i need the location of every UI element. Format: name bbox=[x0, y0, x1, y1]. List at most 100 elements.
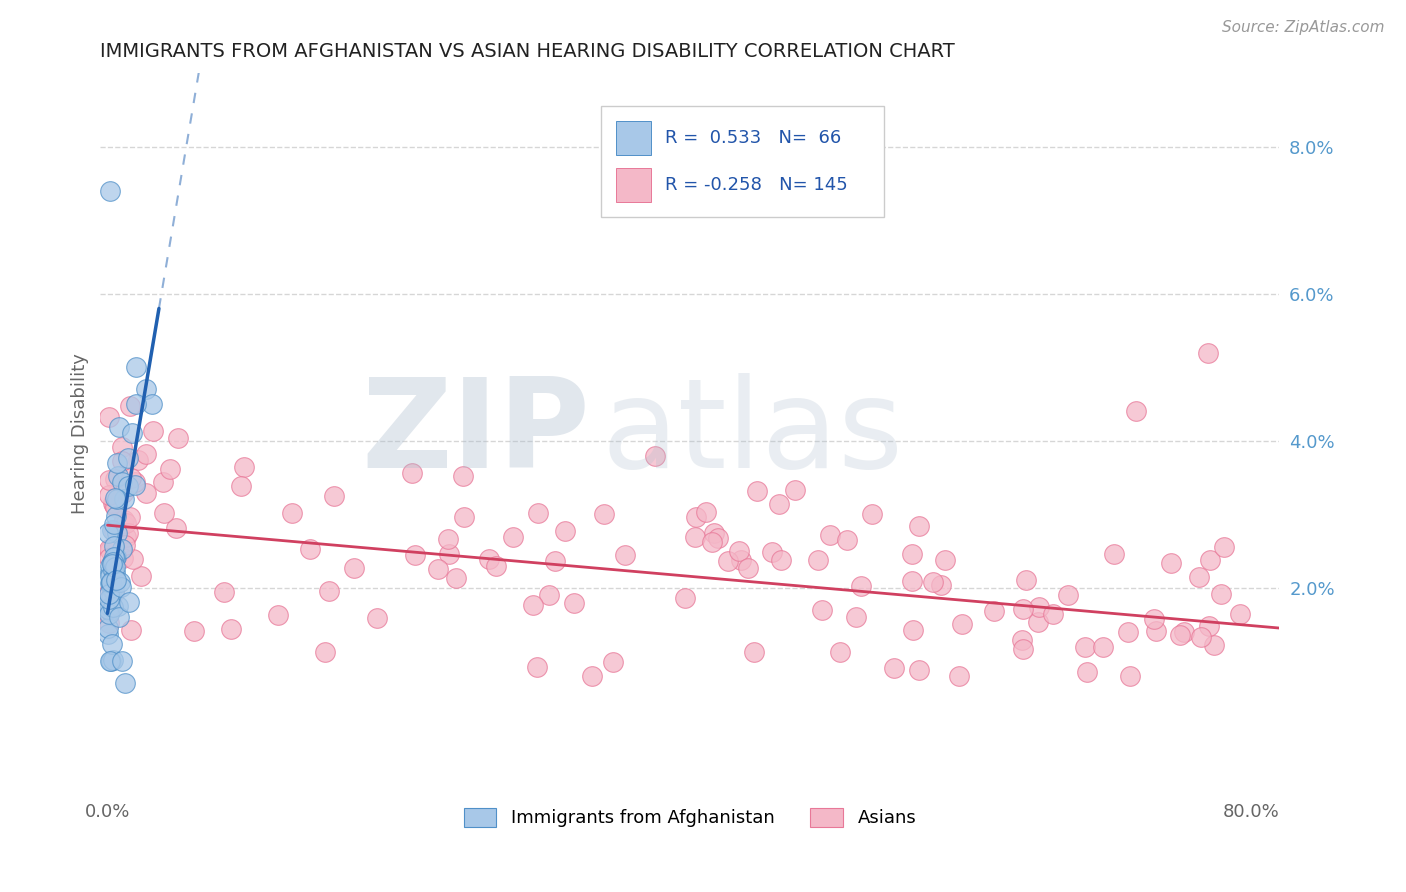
Point bbox=[761, 544, 783, 558]
Point bbox=[98, 591, 121, 606]
Point bbox=[299, 541, 322, 556]
Point bbox=[1197, 345, 1219, 359]
Point bbox=[115, 530, 138, 544]
Point bbox=[97, 585, 120, 599]
Point bbox=[135, 447, 157, 461]
Point bbox=[522, 598, 544, 612]
Point bbox=[820, 528, 842, 542]
Point bbox=[121, 552, 143, 566]
Point bbox=[120, 400, 142, 414]
Point bbox=[97, 601, 120, 615]
Point bbox=[103, 549, 125, 564]
Point bbox=[103, 539, 125, 553]
Point bbox=[343, 560, 366, 574]
Point bbox=[100, 582, 122, 596]
Point bbox=[233, 460, 256, 475]
Point bbox=[98, 604, 121, 618]
Point bbox=[1011, 632, 1033, 647]
Point bbox=[105, 550, 128, 565]
Point bbox=[644, 449, 666, 463]
Point bbox=[97, 621, 120, 635]
Point bbox=[437, 548, 460, 562]
Point bbox=[118, 595, 141, 609]
Point bbox=[703, 526, 725, 541]
Point bbox=[105, 491, 128, 506]
Point bbox=[807, 553, 830, 567]
Point bbox=[166, 431, 188, 445]
Point bbox=[1074, 640, 1097, 654]
Point bbox=[98, 654, 121, 668]
Point bbox=[110, 580, 132, 594]
Point bbox=[554, 524, 576, 538]
Point bbox=[111, 516, 134, 531]
Point bbox=[707, 531, 730, 545]
Point bbox=[673, 591, 696, 606]
Text: Source: ZipAtlas.com: Source: ZipAtlas.com bbox=[1222, 20, 1385, 35]
Point bbox=[437, 532, 460, 546]
Point bbox=[502, 530, 524, 544]
Point bbox=[229, 479, 252, 493]
Point bbox=[111, 654, 134, 668]
Point bbox=[121, 425, 143, 440]
Point bbox=[101, 599, 124, 614]
Point bbox=[110, 543, 132, 558]
Point bbox=[1173, 624, 1195, 639]
Point bbox=[97, 473, 120, 487]
FancyBboxPatch shape bbox=[602, 106, 884, 218]
Point bbox=[849, 579, 872, 593]
Point bbox=[135, 382, 157, 396]
Point bbox=[453, 468, 475, 483]
Point bbox=[100, 637, 122, 651]
Text: IMMIGRANTS FROM AFGHANISTAN VS ASIAN HEARING DISABILITY CORRELATION CHART: IMMIGRANTS FROM AFGHANISTAN VS ASIAN HEA… bbox=[100, 42, 955, 61]
Point bbox=[1229, 607, 1251, 621]
Point bbox=[934, 553, 956, 567]
Bar bbox=[616, 121, 651, 155]
Point bbox=[322, 489, 344, 503]
Point bbox=[103, 585, 125, 599]
Point bbox=[1202, 638, 1225, 652]
Point bbox=[107, 456, 129, 470]
Point bbox=[103, 498, 125, 512]
Point bbox=[1091, 640, 1114, 655]
Point bbox=[114, 516, 136, 530]
Point bbox=[907, 664, 929, 678]
Point bbox=[592, 507, 614, 521]
Point bbox=[219, 622, 242, 636]
Point bbox=[98, 559, 121, 574]
Point bbox=[127, 452, 149, 467]
Point bbox=[1189, 630, 1212, 644]
Point bbox=[112, 491, 135, 506]
Point bbox=[105, 526, 128, 541]
Point bbox=[117, 525, 139, 540]
Point bbox=[727, 544, 749, 558]
Point bbox=[695, 505, 717, 519]
Point bbox=[700, 535, 723, 549]
Point bbox=[901, 574, 924, 589]
Point bbox=[931, 577, 953, 591]
Point bbox=[97, 526, 120, 541]
Point bbox=[1119, 669, 1142, 683]
Point bbox=[104, 566, 127, 580]
Point bbox=[105, 509, 128, 524]
Point bbox=[112, 551, 135, 566]
Point bbox=[1209, 587, 1232, 601]
Point bbox=[281, 506, 304, 520]
Point bbox=[948, 669, 970, 683]
Point bbox=[97, 488, 120, 502]
Point bbox=[1042, 607, 1064, 621]
Point bbox=[983, 604, 1005, 618]
Point bbox=[183, 624, 205, 639]
Point bbox=[165, 521, 187, 535]
Point bbox=[125, 360, 148, 375]
Point bbox=[562, 595, 585, 609]
Point bbox=[921, 574, 943, 589]
Point bbox=[1012, 641, 1035, 656]
Point bbox=[104, 551, 127, 566]
Point bbox=[97, 627, 120, 641]
Point bbox=[1144, 624, 1167, 638]
Point bbox=[526, 660, 548, 674]
Point bbox=[101, 496, 124, 510]
Point bbox=[108, 420, 131, 434]
Point bbox=[120, 471, 142, 485]
Point bbox=[860, 507, 883, 521]
